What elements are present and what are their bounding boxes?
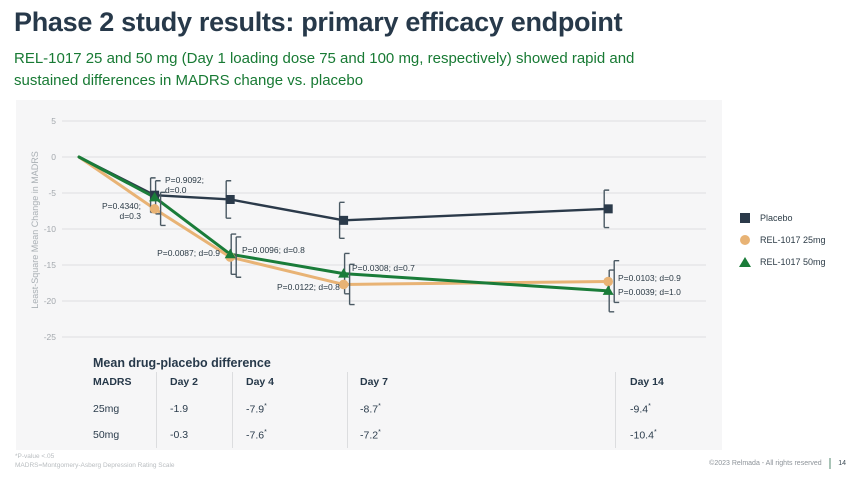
table-cell: -7.2* — [360, 429, 381, 442]
pvalue-annotation: P=0.0308; d=0.7 — [352, 263, 415, 273]
triangle-marker-icon — [739, 257, 751, 267]
error-bar — [613, 259, 620, 304]
y-tick-label: -10 — [44, 224, 57, 234]
copyright-text: ©2023 Relmada - All rights reserved — [709, 460, 822, 467]
y-tick-label: -15 — [44, 260, 57, 270]
table-title: Mean drug-placebo difference — [93, 356, 271, 370]
table-row-label-25mg: 25mg — [93, 403, 120, 415]
table-cell: -0.3 — [170, 429, 189, 441]
table-cell: -1.9 — [170, 403, 189, 415]
pvalue-annotation: P=0.0122; d=0.8 — [277, 282, 340, 292]
results-panel: 5 0 -5 -10 -15 -20 -25 Least-Square Mean Change… — [16, 100, 722, 450]
table-header-day-2: Day 2 — [170, 376, 199, 388]
table-cell: -10.4* — [630, 429, 657, 442]
marker-triangle — [338, 268, 350, 278]
footnote-pvalue: *P-value <.05 — [15, 453, 55, 460]
table-column-divider — [156, 372, 157, 448]
marker-triangle — [224, 248, 236, 259]
table-cell: -7.6* — [246, 429, 267, 442]
error-bar — [348, 263, 355, 306]
y-tick-label: 5 — [51, 116, 56, 126]
marker-circle — [338, 279, 349, 290]
circle-marker-icon — [739, 235, 751, 245]
table-cell: -9.4* — [630, 403, 651, 416]
pvalue-annotation: P=0.0039; d=1.0 — [618, 287, 681, 297]
pvalue-annotation: P=0.4340; d=0.3 — [102, 201, 141, 221]
footnotes: *P-value <.05 MADRS=Montgomery-Asberg De… — [15, 452, 175, 470]
legend-item-rel-1017-25mg: REL-1017 25mg — [739, 229, 826, 251]
y-tick-label: -5 — [48, 188, 56, 198]
table-column-divider — [615, 372, 616, 448]
table-header-day-14: Day 14 — [630, 376, 664, 388]
table-cell: -7.9* — [246, 403, 267, 416]
error-bar — [159, 191, 166, 227]
table-column-divider — [232, 372, 233, 448]
legend-item-rel-1017-50mg: REL-1017 50mg — [739, 251, 826, 273]
error-bar — [235, 236, 242, 278]
marker-circle — [149, 204, 160, 214]
footer: ©2023 Relmada - All rights reserved 14 — [709, 458, 846, 469]
legend-label: REL-1017 50mg — [760, 257, 826, 267]
marker-triangle — [149, 191, 161, 202]
table-column-divider — [347, 372, 348, 448]
marker-square — [225, 194, 235, 204]
marker-square — [603, 204, 613, 214]
y-tick-label: -25 — [44, 332, 57, 342]
pvalue-annotation: P=0.0103; d=0.9 — [618, 273, 681, 283]
footnote-madrs: MADRS=Montgomery-Asberg Depression Ratin… — [15, 462, 175, 469]
table-header-day-7: Day 7 — [360, 376, 389, 388]
legend-label: Placebo — [760, 213, 793, 223]
page-subtitle: REL-1017 25 and 50 mg (Day 1 loading dos… — [14, 50, 635, 89]
efficacy-line-chart: 5 0 -5 -10 -15 -20 -25 Least-Square Mean Change… — [30, 116, 706, 342]
marker-circle — [603, 276, 613, 287]
table-header-day-4: Day 4 — [246, 376, 275, 388]
square-marker-icon — [739, 213, 751, 223]
legend-label: REL-1017 25mg — [760, 235, 826, 245]
marker-triangle — [602, 285, 614, 295]
pvalue-annotation: P=0.0096; d=0.8 — [242, 245, 305, 255]
pvalue-annotation: P=0.9092; d=0.0 — [165, 175, 204, 195]
y-axis-title: Least-Square Mean Change in MADRS — [30, 151, 40, 309]
page-title: Phase 2 study results: primary efficacy … — [14, 7, 623, 37]
legend-item-placebo: Placebo — [739, 207, 826, 229]
table-cell: -8.7* — [360, 403, 381, 416]
table-row-label-50mg: 50mg — [93, 429, 120, 441]
y-tick-label: 0 — [51, 152, 56, 162]
chart-legend: Placebo REL-1017 25mg REL-1017 50mg — [739, 207, 826, 273]
table-header-madrs: MADRS — [93, 376, 132, 388]
page-number: 14 — [838, 460, 846, 467]
page-divider-bar — [828, 458, 832, 469]
marker-square — [339, 215, 349, 225]
pvalue-annotation: P=0.0087; d=0.9 — [157, 248, 220, 258]
y-tick-label: -20 — [44, 296, 57, 306]
